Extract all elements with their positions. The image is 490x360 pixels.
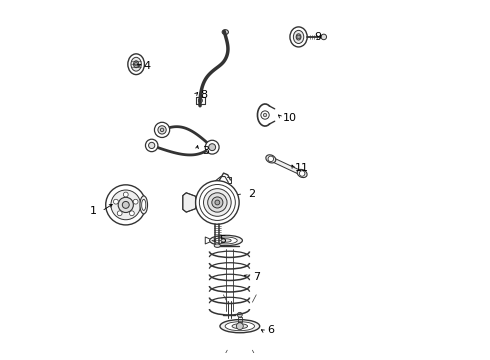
Ellipse shape (210, 235, 243, 246)
Text: 6: 6 (268, 325, 274, 335)
Circle shape (146, 139, 158, 152)
Circle shape (203, 189, 231, 216)
Circle shape (133, 199, 138, 204)
Ellipse shape (220, 320, 260, 333)
Ellipse shape (296, 34, 301, 40)
Circle shape (215, 200, 220, 205)
Ellipse shape (225, 322, 254, 331)
Text: 7: 7 (253, 272, 261, 282)
Polygon shape (183, 193, 196, 212)
Circle shape (199, 184, 235, 220)
Ellipse shape (221, 239, 231, 242)
Text: 2: 2 (248, 189, 255, 199)
Circle shape (268, 156, 273, 162)
Ellipse shape (215, 237, 237, 244)
Circle shape (236, 323, 243, 330)
Circle shape (123, 192, 128, 197)
Ellipse shape (266, 155, 276, 163)
Circle shape (154, 122, 170, 138)
Circle shape (114, 199, 118, 204)
Text: 1: 1 (90, 206, 97, 216)
Circle shape (111, 190, 141, 220)
Polygon shape (270, 157, 303, 175)
Ellipse shape (142, 199, 146, 210)
Ellipse shape (214, 244, 220, 247)
Circle shape (263, 113, 267, 117)
Circle shape (196, 181, 239, 224)
Circle shape (117, 211, 122, 216)
Circle shape (208, 193, 227, 212)
Circle shape (158, 126, 166, 134)
Circle shape (134, 63, 138, 66)
Circle shape (129, 211, 134, 216)
Ellipse shape (128, 54, 145, 75)
Circle shape (205, 140, 219, 154)
Circle shape (118, 197, 133, 212)
Text: 9: 9 (314, 32, 321, 41)
Circle shape (106, 185, 146, 225)
Ellipse shape (140, 196, 147, 214)
Text: 4: 4 (143, 61, 150, 71)
Ellipse shape (232, 324, 247, 329)
Circle shape (122, 202, 129, 208)
Text: 8: 8 (200, 90, 207, 100)
Circle shape (237, 312, 242, 317)
Ellipse shape (297, 170, 307, 177)
Ellipse shape (131, 57, 141, 71)
Ellipse shape (290, 27, 307, 47)
Circle shape (299, 171, 305, 176)
Text: 10: 10 (283, 113, 297, 123)
Circle shape (198, 98, 202, 103)
Ellipse shape (222, 30, 228, 35)
Circle shape (321, 34, 326, 40)
Circle shape (148, 142, 155, 149)
Ellipse shape (134, 61, 139, 68)
Circle shape (160, 128, 164, 132)
Ellipse shape (294, 30, 304, 44)
Text: 11: 11 (295, 163, 309, 173)
Text: 3: 3 (202, 146, 209, 156)
Circle shape (297, 35, 300, 39)
Circle shape (261, 111, 269, 119)
Text: 5: 5 (219, 235, 226, 246)
Circle shape (209, 144, 216, 150)
Circle shape (212, 197, 223, 208)
